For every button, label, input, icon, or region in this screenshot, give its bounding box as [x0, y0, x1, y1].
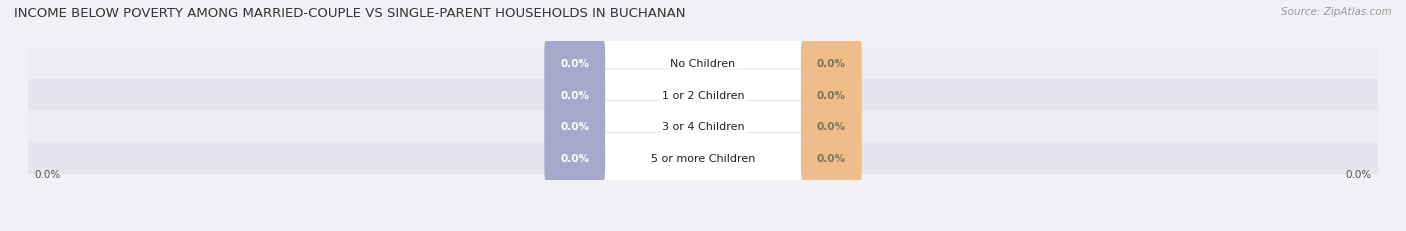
- Text: 0.0%: 0.0%: [560, 90, 589, 100]
- Text: 0.0%: 0.0%: [817, 90, 846, 100]
- Text: 0.0%: 0.0%: [35, 170, 60, 179]
- FancyBboxPatch shape: [544, 70, 862, 121]
- Text: 3 or 4 Children: 3 or 4 Children: [662, 122, 744, 132]
- Text: INCOME BELOW POVERTY AMONG MARRIED-COUPLE VS SINGLE-PARENT HOUSEHOLDS IN BUCHANA: INCOME BELOW POVERTY AMONG MARRIED-COUPL…: [14, 7, 686, 20]
- Bar: [28, 142, 1378, 174]
- FancyBboxPatch shape: [544, 133, 862, 184]
- Bar: [28, 48, 1378, 79]
- Text: 0.0%: 0.0%: [817, 122, 846, 132]
- FancyBboxPatch shape: [544, 101, 862, 152]
- FancyBboxPatch shape: [544, 38, 862, 89]
- Text: 0.0%: 0.0%: [560, 153, 589, 163]
- Text: 5 or more Children: 5 or more Children: [651, 153, 755, 163]
- FancyBboxPatch shape: [544, 38, 605, 89]
- FancyBboxPatch shape: [801, 101, 862, 152]
- FancyBboxPatch shape: [544, 133, 605, 184]
- Text: No Children: No Children: [671, 59, 735, 69]
- FancyBboxPatch shape: [544, 70, 605, 121]
- FancyBboxPatch shape: [801, 70, 862, 121]
- Text: 0.0%: 0.0%: [817, 59, 846, 69]
- Text: 1 or 2 Children: 1 or 2 Children: [662, 90, 744, 100]
- FancyBboxPatch shape: [544, 101, 605, 152]
- Bar: [28, 111, 1378, 142]
- Text: 0.0%: 0.0%: [560, 59, 589, 69]
- Text: 0.0%: 0.0%: [560, 122, 589, 132]
- Text: Source: ZipAtlas.com: Source: ZipAtlas.com: [1281, 7, 1392, 17]
- FancyBboxPatch shape: [801, 133, 862, 184]
- Bar: [28, 79, 1378, 111]
- Text: 0.0%: 0.0%: [1346, 170, 1371, 179]
- Text: 0.0%: 0.0%: [817, 153, 846, 163]
- FancyBboxPatch shape: [801, 38, 862, 89]
